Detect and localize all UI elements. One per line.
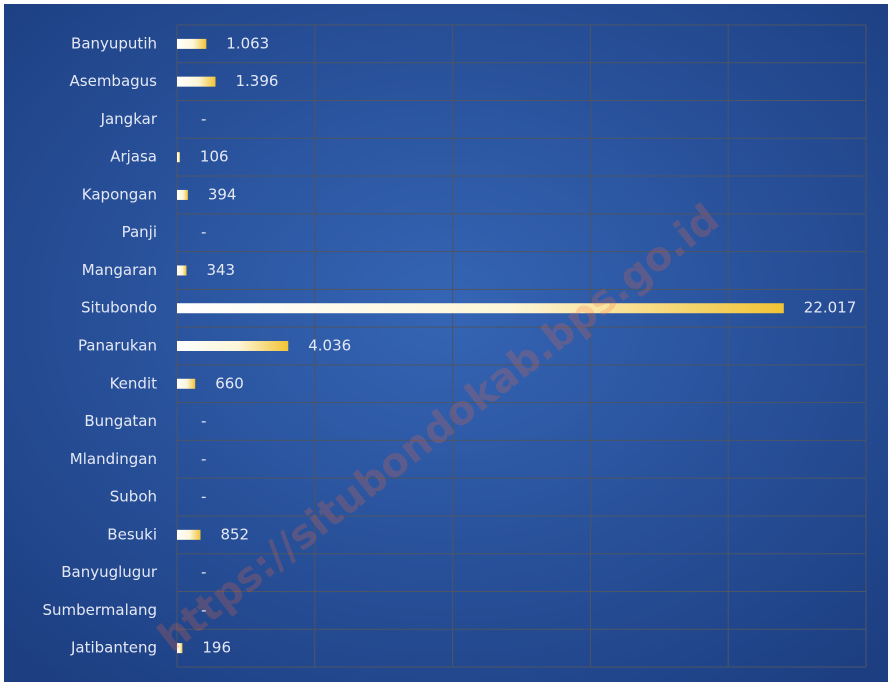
y-tick-label: Besuki (107, 525, 157, 543)
y-tick-label: Jatibanteng (70, 639, 157, 657)
bar (177, 152, 180, 163)
value-label: 22.017 (804, 299, 857, 317)
bar (177, 76, 216, 87)
bar (177, 265, 187, 276)
bar (177, 341, 289, 351)
y-tick-label: Bungatan (84, 412, 157, 430)
bar (177, 643, 183, 654)
bar (177, 303, 784, 314)
value-label: 660 (215, 374, 244, 392)
value-label: 196 (202, 639, 231, 657)
chart-background (4, 4, 888, 682)
value-label: 1.063 (226, 34, 269, 52)
value-label: - (201, 110, 206, 128)
y-tick-label: Panji (122, 223, 157, 241)
value-label: - (201, 412, 206, 430)
y-tick-label: Kapongan (82, 185, 157, 203)
y-tick-label: Mangaran (82, 261, 157, 279)
value-label: - (201, 488, 206, 506)
value-label: 4.036 (308, 337, 351, 355)
y-tick-label: Sumbermalang (43, 601, 158, 619)
y-tick-label: Panarukan (78, 337, 157, 355)
y-tick-label: Jangkar (100, 110, 158, 128)
y-tick-label: Banyuputih (71, 34, 157, 52)
value-label: - (201, 223, 206, 241)
value-label: - (201, 563, 206, 581)
bar (177, 529, 201, 540)
bar (177, 189, 188, 200)
value-label: 343 (206, 261, 235, 279)
y-tick-label: Suboh (110, 488, 157, 506)
value-label: 106 (200, 148, 229, 166)
y-tick-label: Mlandingan (70, 450, 157, 468)
bar (177, 378, 196, 389)
y-tick-label: Situbondo (81, 299, 157, 317)
y-tick-label: Asembagus (70, 72, 158, 90)
value-label: 1.396 (235, 72, 278, 90)
y-tick-label: Kendit (110, 374, 158, 392)
value-label: - (201, 450, 206, 468)
value-label: 852 (220, 525, 249, 543)
bar (177, 38, 207, 49)
value-label: - (201, 601, 206, 619)
y-tick-label: Banyuglugur (61, 563, 158, 581)
value-label: 394 (208, 185, 237, 203)
y-tick-label: Arjasa (110, 148, 157, 166)
